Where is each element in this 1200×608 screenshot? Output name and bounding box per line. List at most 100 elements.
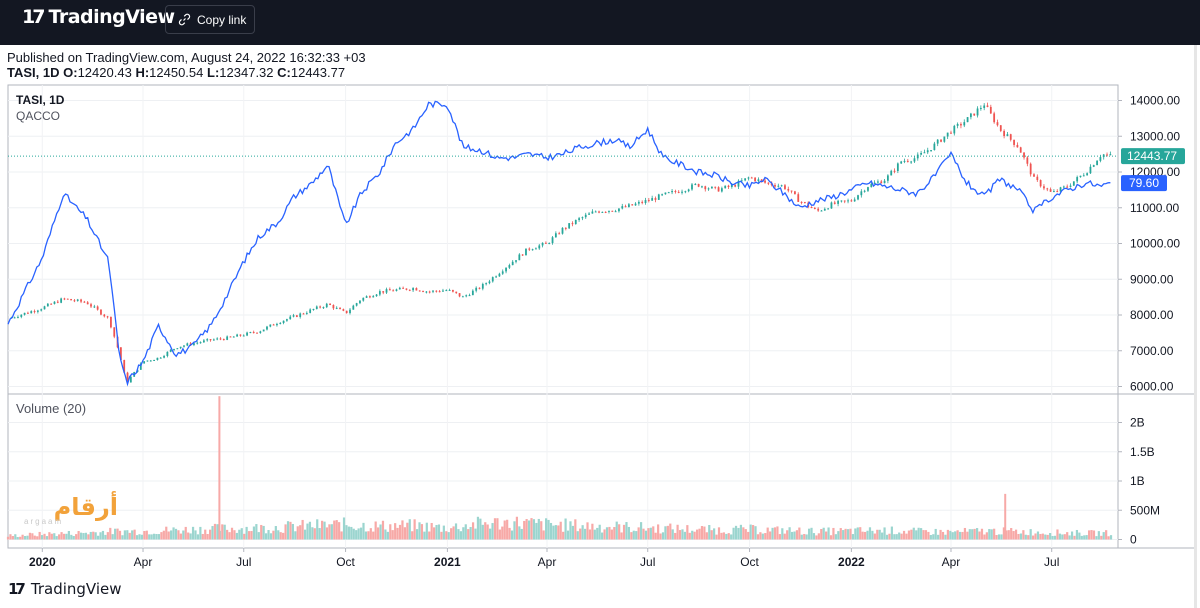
candle-body [339, 307, 341, 310]
volume-bar [177, 530, 180, 540]
volume-bar [384, 529, 387, 540]
candle-body [691, 184, 693, 190]
volume-bar [459, 531, 462, 540]
candle-body [598, 211, 600, 213]
volume-bar [730, 534, 733, 540]
volume-bar [411, 531, 414, 540]
volume-bar [16, 537, 19, 540]
candle-body [110, 316, 112, 328]
candle-body [458, 293, 461, 297]
volume-bar [1027, 535, 1030, 540]
footer-logo[interactable]: 17 TradingView [8, 580, 122, 598]
volume-bar [968, 529, 971, 540]
volume-bar [394, 523, 397, 540]
candle-body [216, 338, 219, 340]
candle-body [222, 339, 225, 341]
volume-bar [751, 525, 755, 540]
volume-bar [579, 528, 582, 540]
candle-body [940, 139, 942, 142]
volume-bar [50, 533, 53, 540]
copy-link-button[interactable]: Copy link [165, 5, 255, 34]
low-value: 12347.32 [219, 65, 274, 80]
candle-body [823, 208, 826, 211]
volume-bar [608, 526, 611, 540]
volume-bar [849, 528, 852, 540]
top-bar: 17 TradingView Copy link [0, 0, 1200, 45]
candle-body [1062, 186, 1065, 188]
candle-body [13, 317, 16, 319]
tradingview-logo[interactable]: 17 TradingView [22, 6, 175, 28]
volume-bar [442, 525, 445, 540]
candle-body [305, 312, 308, 314]
candle-body [481, 283, 484, 289]
volume-bar [367, 531, 370, 540]
volume-bar [664, 526, 667, 540]
volume-bar [255, 524, 258, 540]
volume-bar [14, 534, 17, 540]
candle-body [1092, 165, 1095, 167]
candle-body [551, 237, 554, 244]
volume-bar [851, 534, 855, 540]
volume-bar [240, 528, 243, 540]
volume-bar [21, 534, 24, 540]
volume-bar [184, 526, 187, 540]
candle-body [740, 180, 743, 182]
volume-bar [915, 530, 918, 540]
candle-body [664, 192, 667, 195]
candle-body [388, 289, 391, 291]
volume-bar [43, 533, 46, 540]
argaam-watermark: أرقام argaam [22, 493, 118, 526]
y-tick-label: 13000.00 [1130, 129, 1180, 143]
volume-bar [523, 520, 526, 540]
candle-body [299, 313, 302, 317]
candle-body [1076, 177, 1079, 182]
volume-bar [420, 524, 424, 540]
tradingview-logo-icon: 17 [22, 6, 46, 28]
volume-bar [807, 528, 811, 540]
volume-bar [508, 527, 511, 540]
volume-bar [357, 528, 360, 540]
volume-bar [520, 528, 523, 540]
candle-body [754, 177, 756, 182]
volume-bar [1105, 530, 1108, 540]
candle-body [272, 324, 275, 326]
candle-body [694, 183, 697, 185]
volume-bar [260, 524, 263, 540]
candle-body [760, 179, 763, 181]
x-tick-label: 2021 [434, 555, 461, 569]
volume-bar [23, 535, 27, 540]
candle-body [1089, 166, 1092, 174]
candle-body [963, 122, 966, 126]
volume-bar [308, 521, 312, 540]
tradingview-footer-icon: 17 [8, 580, 26, 598]
volume-bar [269, 533, 273, 540]
volume-bar [657, 524, 660, 540]
volume-bar [372, 531, 375, 540]
candle-body [578, 218, 581, 220]
volume-bar [204, 529, 207, 540]
volume-bar [890, 526, 893, 540]
volume-bar [170, 530, 173, 540]
candle-body [701, 186, 703, 188]
volume-bar [829, 535, 833, 540]
volume-bar [333, 520, 336, 540]
volume-bar [537, 518, 540, 540]
volume-bar [377, 527, 380, 540]
candle-body [1029, 163, 1032, 175]
volume-bar [391, 530, 394, 540]
open-label: O: [63, 65, 78, 80]
x-tick-label: 2022 [838, 555, 865, 569]
volume-bar [812, 533, 816, 540]
volume-bar [778, 534, 781, 540]
candle-body [857, 195, 859, 200]
candle-body [23, 312, 26, 315]
volume-bar [6, 536, 10, 540]
volume-bar [769, 531, 772, 540]
volume-bar [603, 529, 606, 540]
volume-bar [990, 529, 993, 540]
volume-bar [527, 520, 531, 540]
volume-bar [566, 530, 570, 540]
volume-bar [1007, 530, 1010, 540]
volume-bar [776, 526, 779, 540]
